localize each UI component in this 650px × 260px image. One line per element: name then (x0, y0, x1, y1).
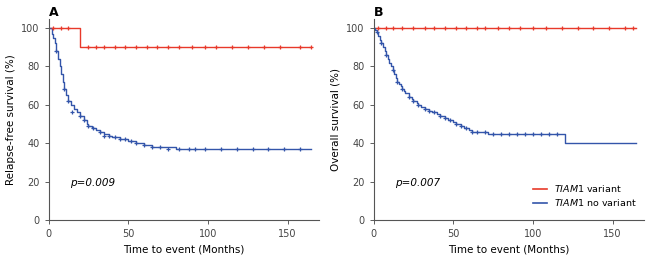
Text: B: B (374, 5, 383, 18)
Text: p=0.009: p=0.009 (70, 178, 115, 188)
Text: p=0.007: p=0.007 (395, 178, 440, 188)
Text: A: A (49, 5, 58, 18)
X-axis label: Time to event (Months): Time to event (Months) (448, 244, 569, 255)
Legend: $\it{TIAM1}$ variant, $\it{TIAM1}$ no variant: $\it{TIAM1}$ variant, $\it{TIAM1}$ no va… (530, 181, 640, 211)
Y-axis label: Relapse-free survival (%): Relapse-free survival (%) (6, 54, 16, 185)
X-axis label: Time to event (Months): Time to event (Months) (124, 244, 244, 255)
Y-axis label: Overall survival (%): Overall survival (%) (331, 68, 341, 171)
